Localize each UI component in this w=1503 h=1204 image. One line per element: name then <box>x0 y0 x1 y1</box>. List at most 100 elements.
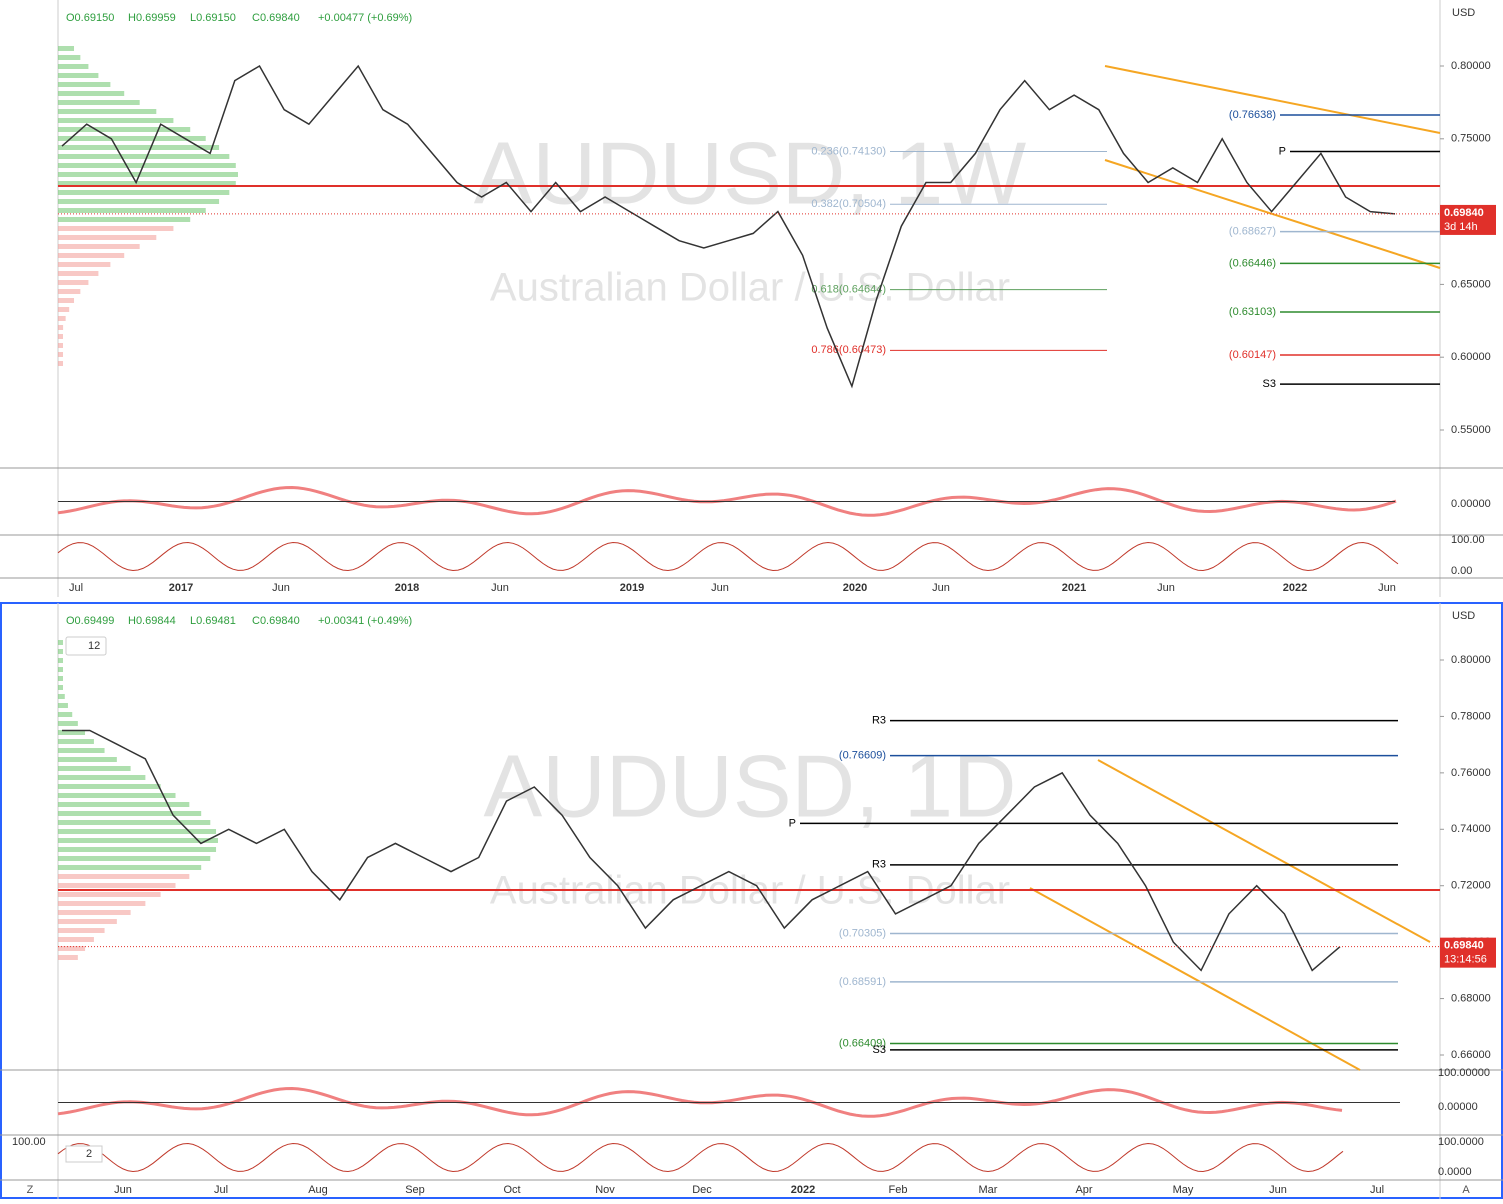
countdown: 3d 14h <box>1444 221 1478 233</box>
x-tick-label: 2022 <box>791 1184 815 1196</box>
x-tick-label: Apr <box>1075 1184 1092 1196</box>
fib-label: 0.786(0.60473) <box>811 344 886 356</box>
volume-profile-bar <box>58 82 111 87</box>
y-tick-label: 0.76000 <box>1451 767 1491 779</box>
stoch-box[interactable] <box>65 1145 103 1163</box>
watermark: AUDUSD, 1D <box>484 736 1017 835</box>
volume-profile-bar <box>58 307 70 312</box>
volume-profile-bar <box>58 847 217 852</box>
y-tick-label: 0.80000 <box>1451 60 1491 72</box>
level-label: (0.76638) <box>1229 109 1276 121</box>
volume-profile-bar <box>58 217 191 222</box>
x-tick-label: Dec <box>692 1184 712 1196</box>
stoch-left-label: 100.00 <box>12 1136 46 1148</box>
active-frame <box>0 602 1503 1199</box>
volume-profile-bar <box>58 640 63 645</box>
volume-profile-bar <box>58 118 174 123</box>
ohlc-high: H0.69844 <box>128 615 176 627</box>
volume-profile-bar <box>58 181 236 186</box>
y-tick-label: 0.65000 <box>1451 278 1491 290</box>
volume-profile-bar <box>58 910 131 915</box>
channel <box>1097 759 1431 943</box>
interval-box[interactable] <box>65 636 107 656</box>
x-tick-label: 2021 <box>1062 582 1086 594</box>
x-tick-label: 2017 <box>169 582 193 594</box>
volume-profile-bar <box>58 343 63 348</box>
footer-left[interactable]: Z <box>27 1184 34 1196</box>
volume-profile-bar <box>58 802 190 807</box>
volume-profile-bar <box>58 109 157 114</box>
footer-right[interactable]: A <box>1462 1184 1470 1196</box>
ohlc-change: +0.00341 (+0.49%) <box>318 615 412 627</box>
osc-label: 100.00 <box>1451 534 1485 546</box>
x-tick-label: May <box>1173 1184 1194 1196</box>
volume-profile-bar <box>58 100 140 105</box>
volume-profile-bar <box>58 901 146 906</box>
volume-profile-bar <box>58 766 131 771</box>
x-tick-label: Jun <box>272 582 290 594</box>
osc-label: 100.0000 <box>1438 1136 1484 1148</box>
volume-profile-bar <box>58 721 78 726</box>
volume-profile-bar <box>58 676 63 681</box>
x-tick-label: 2018 <box>395 582 419 594</box>
x-tick-label: Jul <box>69 582 83 594</box>
volume-profile-bar <box>58 955 78 960</box>
fib-label: 0.618(0.64644) <box>811 283 886 295</box>
y-tick-label: 0.74000 <box>1451 823 1491 835</box>
volume-profile-bar <box>58 757 117 762</box>
currency-menu[interactable]: USD <box>1452 7 1475 19</box>
volume-profile-bar <box>58 172 238 177</box>
x-tick-label: Oct <box>503 1184 520 1196</box>
price-line <box>62 729 1341 972</box>
y-tick-label: 0.80000 <box>1451 654 1491 666</box>
volume-profile-bar <box>58 190 230 195</box>
volume-profile-bar <box>58 712 73 717</box>
x-tick-label: Jun <box>1378 582 1396 594</box>
ohlc-low: L0.69150 <box>190 12 236 24</box>
y-tick-label: 0.75000 <box>1451 133 1491 145</box>
x-tick-label: Jun <box>491 582 509 594</box>
interval-badge[interactable]: 12 <box>88 640 100 652</box>
y-tick-label: 0.72000 <box>1451 880 1491 892</box>
x-tick-label: Mar <box>979 1184 998 1196</box>
volume-profile-bar <box>58 280 89 285</box>
volume-profile-bar <box>58 775 146 780</box>
fib-label: 0.236(0.74130) <box>811 145 886 157</box>
volume-profile-bar <box>58 811 202 816</box>
osc-label: 0.00 <box>1451 565 1472 577</box>
volume-profile-bar <box>58 145 220 150</box>
level-label: (0.68591) <box>839 976 886 988</box>
channel <box>1104 159 1441 269</box>
volume-profile-bar <box>58 361 63 366</box>
volume-profile-bar <box>58 163 236 168</box>
y-tick-label: 0.66000 <box>1451 1049 1491 1061</box>
volume-profile-bar <box>58 226 174 231</box>
ohlc-open: O0.69499 <box>66 615 114 627</box>
volume-profile-bar <box>58 829 217 834</box>
level-label: R3 <box>872 859 886 871</box>
volume-profile-bar <box>58 658 63 663</box>
ohlc-low: L0.69481 <box>190 615 236 627</box>
x-tick-label: Jun <box>932 582 950 594</box>
ohlc-high: H0.69959 <box>128 12 176 24</box>
ohlc-close: C0.69840 <box>252 12 300 24</box>
stoch-badge[interactable]: 2 <box>86 1148 92 1160</box>
volume-profile-bar <box>58 820 211 825</box>
currency-menu[interactable]: USD <box>1452 610 1475 622</box>
last-price-label: 0.69840 <box>1444 940 1484 952</box>
stochastic <box>57 1142 1344 1173</box>
volume-profile-bar <box>58 316 66 321</box>
volume-profile-bar <box>58 685 63 690</box>
level-label: (0.66446) <box>1229 257 1276 269</box>
volume-profile-bar <box>58 208 206 213</box>
watermark-subtitle: Australian Dollar / U.S. Dollar <box>490 266 1010 310</box>
volume-profile-bar <box>58 892 161 897</box>
x-tick-label: Sep <box>405 1184 425 1196</box>
level-label: (0.63103) <box>1229 306 1276 318</box>
volume-profile-bar <box>58 262 111 267</box>
volume-profile-bar <box>58 136 206 141</box>
x-tick-label: Jun <box>711 582 729 594</box>
level-label: (0.68627) <box>1229 225 1276 237</box>
volume-profile-bar <box>58 154 230 159</box>
